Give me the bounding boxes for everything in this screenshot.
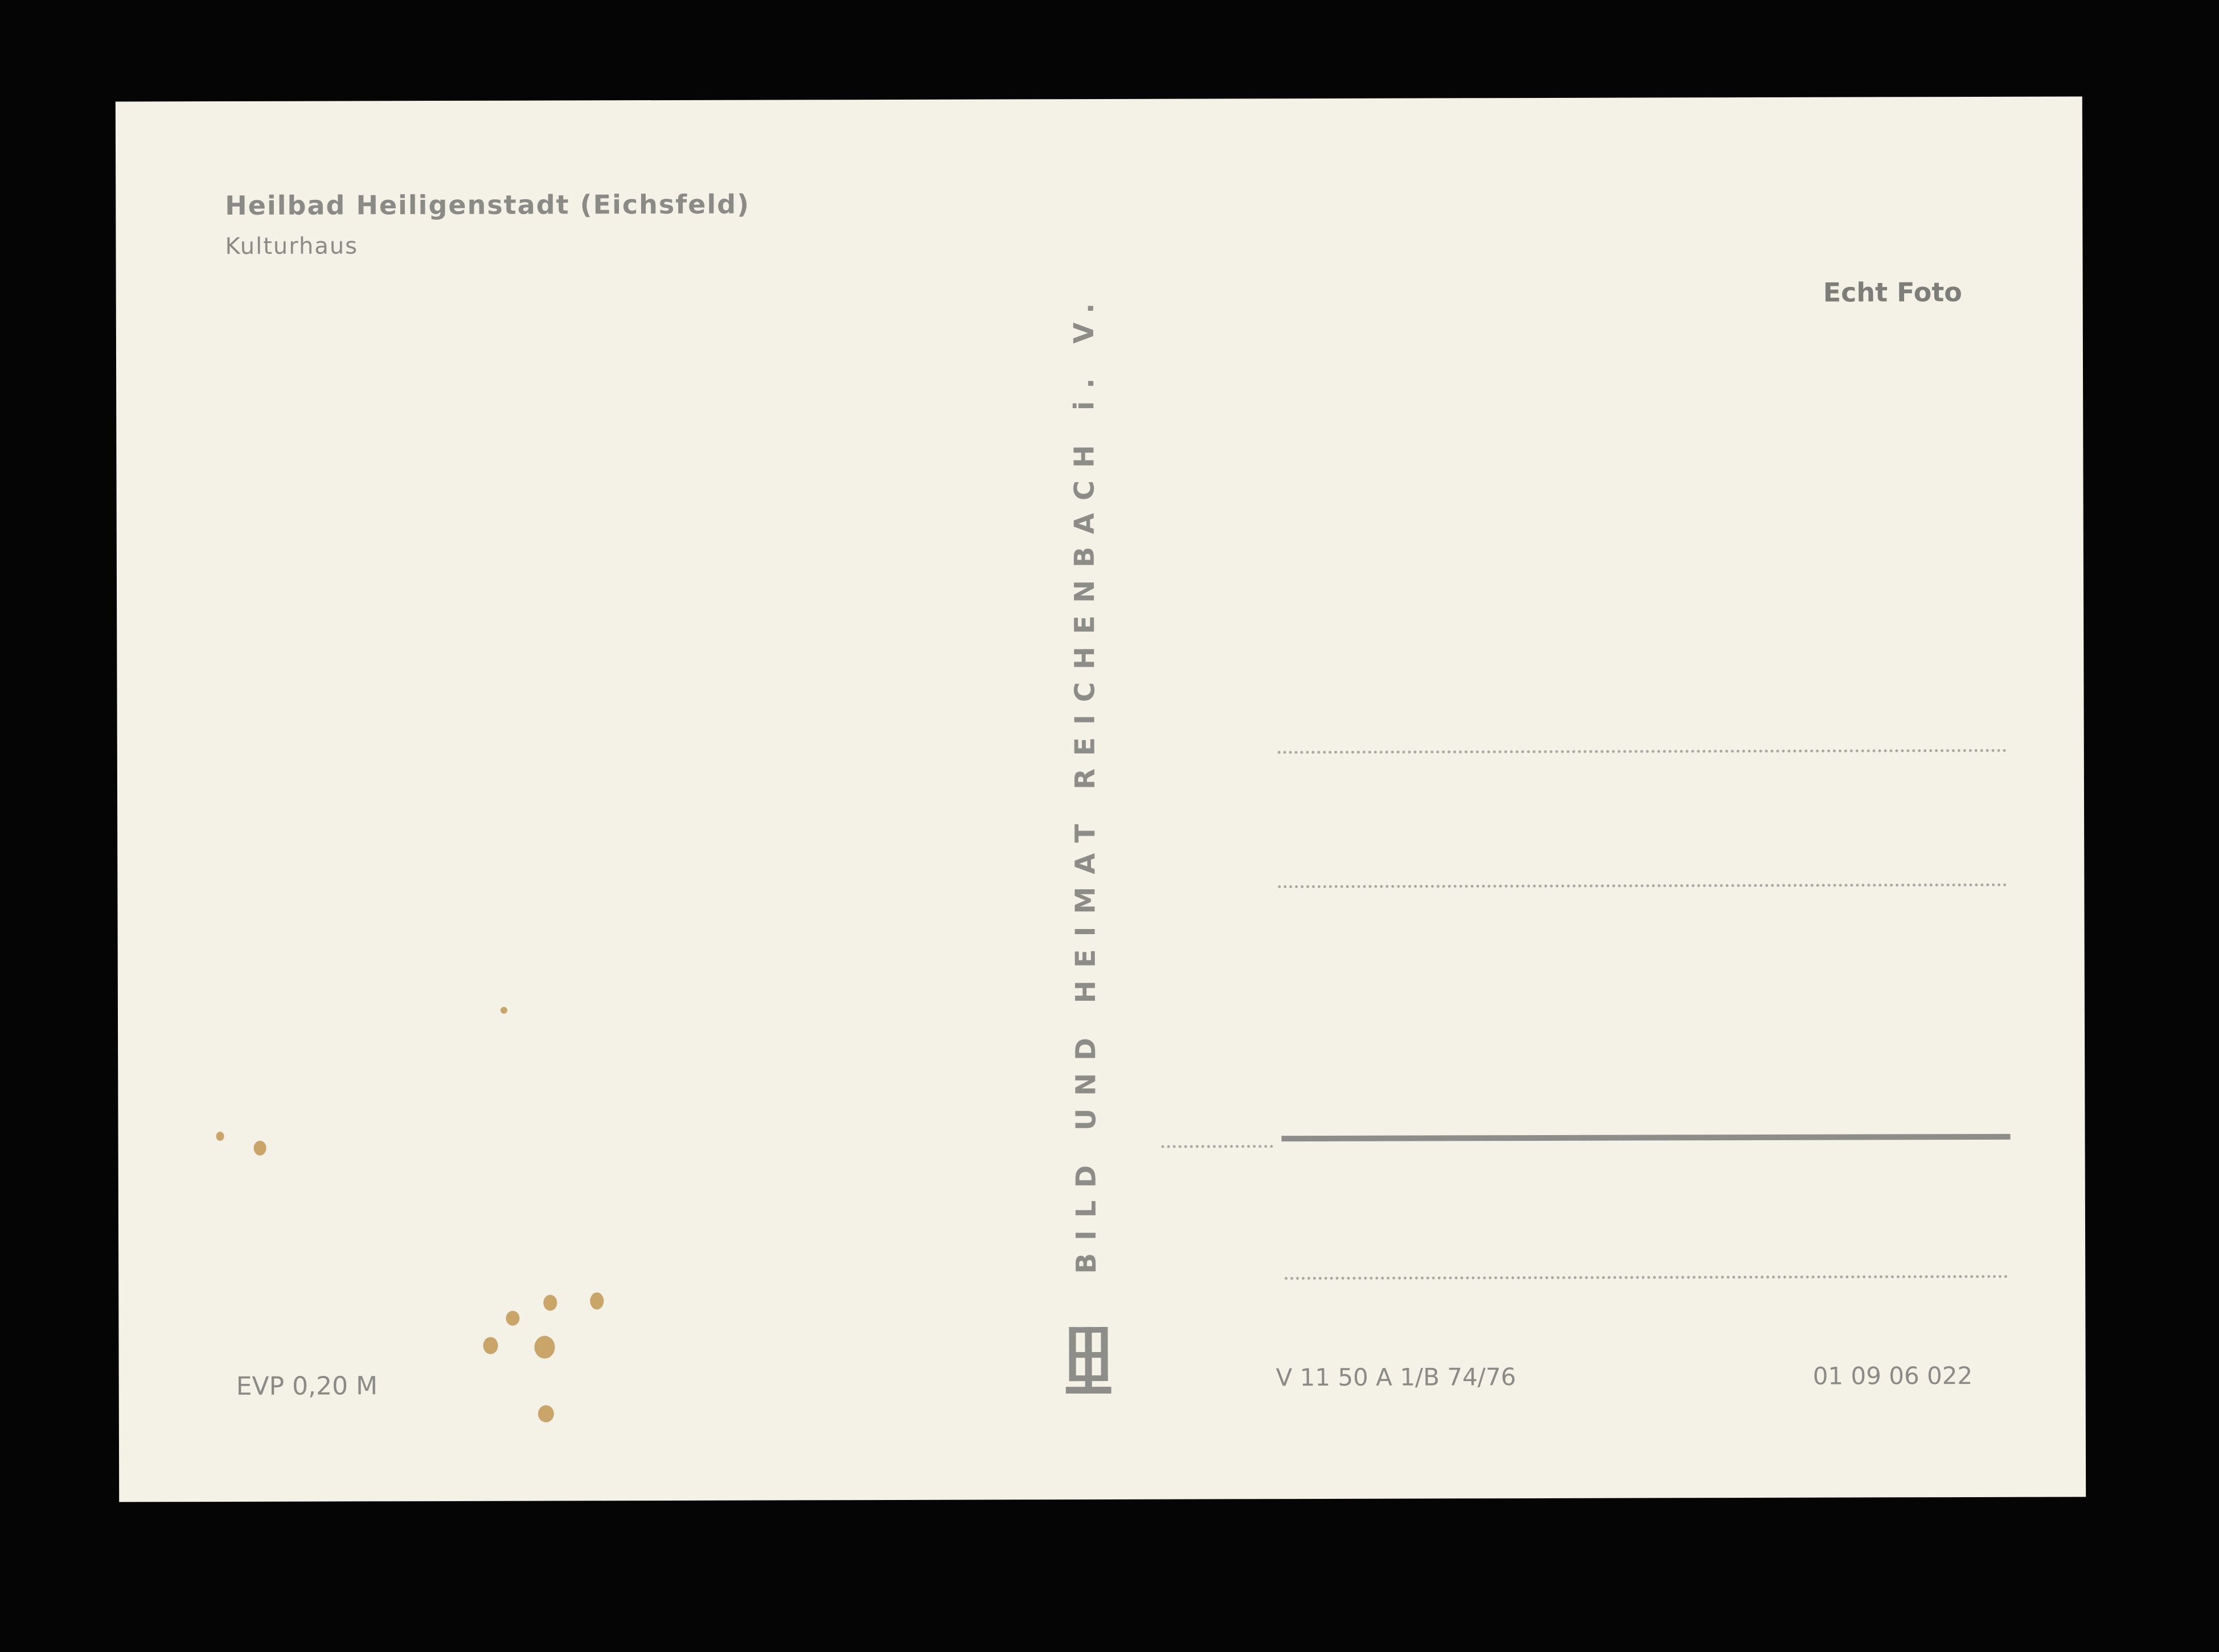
foxing-stain xyxy=(253,1140,266,1156)
publisher-logo-icon xyxy=(1065,1326,1111,1394)
print-code: V 11 50 A 1/B 74/76 xyxy=(1275,1363,1516,1392)
foxing-stain xyxy=(534,1335,555,1359)
catalog-number: 01 09 06 022 xyxy=(1812,1361,1973,1390)
price-label: EVP 0,20 M xyxy=(236,1371,378,1401)
foxing-stain xyxy=(590,1292,604,1310)
foxing-stain xyxy=(483,1337,498,1354)
address-line xyxy=(1277,749,2007,754)
address-line xyxy=(1278,883,2007,889)
foxing-stain xyxy=(506,1310,520,1326)
address-line-solid xyxy=(1281,1133,2011,1142)
address-line xyxy=(1285,1275,2008,1280)
postcard-back: Heilbad Heiligenstadt (Eichsfeld) Kultur… xyxy=(115,96,2086,1502)
photo-note: Echt Foto xyxy=(1823,277,1962,308)
foxing-stain xyxy=(500,1006,507,1014)
foxing-stain xyxy=(538,1405,554,1423)
postcard-title: Heilbad Heiligenstadt (Eichsfeld) xyxy=(225,188,750,221)
postcard-subtitle: Kulturhaus xyxy=(225,233,359,260)
foxing-stain xyxy=(543,1295,557,1311)
foxing-stain xyxy=(216,1132,224,1141)
address-line-short xyxy=(1161,1145,1273,1148)
publisher-text: BILD UND HEIMAT REICHENBACH i. V. xyxy=(1068,290,1103,1274)
